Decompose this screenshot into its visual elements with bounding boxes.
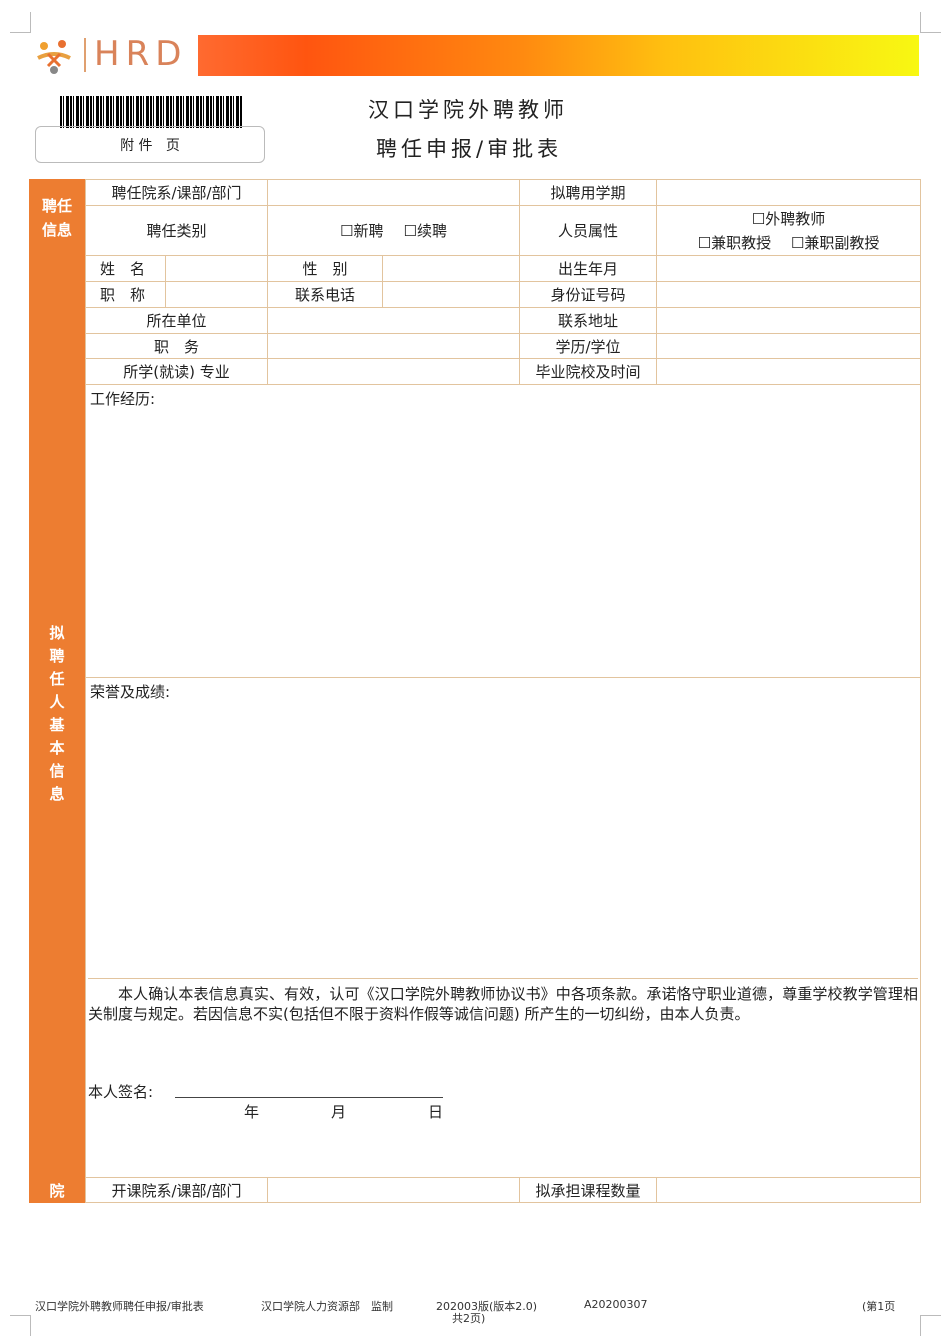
id-field[interactable] (656, 281, 921, 308)
checkbox-parttime-prof[interactable]: ☐兼职教授 (697, 233, 772, 252)
term-label: 拟聘用学期 (519, 179, 657, 206)
dept-field[interactable] (267, 179, 520, 206)
checkbox-external[interactable]: ☐外聘教师 (751, 209, 826, 228)
hrd-logo-icon (34, 36, 74, 76)
declaration-text: 本人确认本表信息真实、有效，认可《汉口学院外聘教师协议书》中各项条款。承诺恪守职… (88, 985, 918, 1023)
major-field[interactable] (267, 358, 520, 385)
school-label: 毕业院校及时间 (519, 358, 657, 385)
footer-version: 202003版(版本2.0) (436, 1300, 538, 1313)
position-label: 职 务 (85, 333, 268, 359)
course-dept-label: 开课院系/课部/部门 (85, 1177, 268, 1203)
unit-label: 所在单位 (85, 307, 268, 334)
address-label: 联系地址 (519, 307, 657, 334)
crop-mark (920, 1315, 941, 1336)
section-basic-label: 拟聘任人基本信息 (29, 255, 85, 1178)
honors-field[interactable]: 荣誉及成绩: 本人确认本表信息真实、有效，认可《汉口学院外聘教师协议书》中各项条… (85, 677, 921, 1178)
birth-label: 出生年月 (519, 255, 657, 282)
honor-label: 荣誉及成绩: (90, 683, 171, 701)
dept-label: 聘任院系/课部/部门 (85, 179, 268, 206)
checkbox-parttime-assoc[interactable]: ☐兼职副教授 (790, 233, 880, 252)
address-field[interactable] (656, 307, 921, 334)
checkbox-new[interactable]: ☐新聘 (340, 222, 384, 240)
section-appointment-label: 聘任信息 (29, 179, 85, 256)
id-label: 身份证号码 (519, 281, 657, 308)
course-count-field[interactable] (656, 1177, 921, 1203)
type-label: 聘任类别 (85, 205, 268, 256)
barcode (60, 96, 242, 128)
footer-code: A20200307 (584, 1298, 648, 1311)
title-field[interactable] (165, 281, 268, 308)
logo-text: HRD (94, 34, 188, 74)
position-field[interactable] (267, 333, 520, 359)
unit-field[interactable] (267, 307, 520, 334)
crop-mark (10, 12, 31, 33)
crop-mark (920, 12, 941, 33)
degree-label: 学历/学位 (519, 333, 657, 359)
work-label: 工作经历: (90, 390, 156, 408)
work-experience-field[interactable]: 工作经历: (85, 384, 921, 678)
major-label: 所学(就读) 专业 (85, 358, 268, 385)
degree-field[interactable] (656, 333, 921, 359)
checkbox-renew[interactable]: ☐续聘 (403, 222, 447, 240)
school-field[interactable] (656, 358, 921, 385)
month-label: 月 (331, 1103, 347, 1121)
crop-mark (10, 1315, 31, 1336)
birth-field[interactable] (656, 255, 921, 282)
title-line2: 聘任申报/审批表 (376, 137, 563, 161)
footer-maker: 汉口学院人力资源部 监制 (261, 1300, 393, 1313)
logo-divider (84, 38, 86, 72)
footer-doc-name: 汉口学院外聘教师聘任申报/审批表 (35, 1300, 204, 1313)
sign-label: 本人签名: (88, 1083, 154, 1101)
attr-options: ☐外聘教师 ☐兼职教授 ☐兼职副教授 (656, 205, 921, 256)
course-count-label: 拟承担课程数量 (519, 1177, 657, 1203)
attr-label: 人员属性 (519, 205, 657, 256)
attachment-page-box: 附 件 页 (35, 126, 265, 163)
footer-pages-total: 共2页) (452, 1312, 486, 1325)
brand-banner (198, 35, 919, 76)
section-college-label: 院 (29, 1177, 85, 1203)
name-field[interactable] (165, 255, 268, 282)
phone-field[interactable] (382, 281, 520, 308)
gender-label: 性 别 (267, 255, 383, 282)
footer-page: (第1页 (862, 1300, 896, 1313)
type-options: ☐新聘 ☐续聘 (267, 205, 520, 256)
phone-label: 联系电话 (267, 281, 383, 308)
title-label: 职 称 (85, 281, 166, 308)
signature-line[interactable] (175, 1097, 443, 1098)
title-line1: 汉口学院外聘教师 (368, 98, 568, 122)
name-label: 姓 名 (85, 255, 166, 282)
course-dept-field[interactable] (267, 1177, 520, 1203)
year-label: 年 (244, 1103, 260, 1121)
term-field[interactable] (656, 179, 921, 206)
day-label: 日 (428, 1103, 444, 1121)
gender-field[interactable] (382, 255, 520, 282)
